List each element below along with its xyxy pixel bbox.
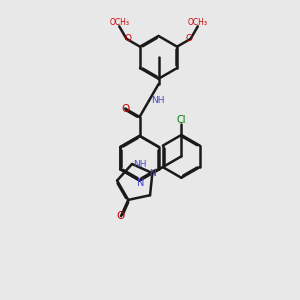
Text: O: O [186,34,193,43]
Text: NH: NH [152,96,165,105]
Text: N: N [149,169,156,178]
Text: O: O [124,34,131,43]
Text: O: O [121,103,129,114]
Text: Cl: Cl [177,115,186,125]
Text: NH: NH [134,160,147,169]
Text: OCH₃: OCH₃ [109,18,129,27]
Text: O: O [117,211,125,221]
Text: N: N [137,178,145,188]
Text: OCH₃: OCH₃ [188,18,208,27]
